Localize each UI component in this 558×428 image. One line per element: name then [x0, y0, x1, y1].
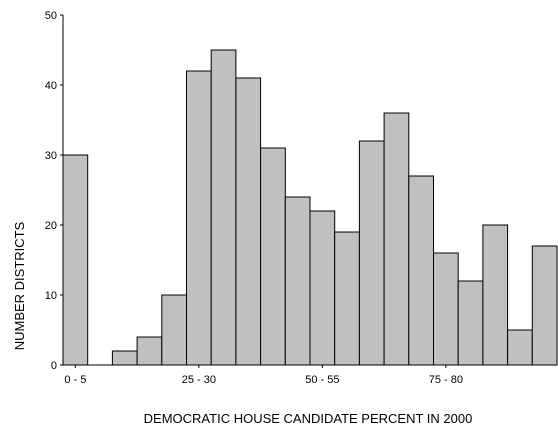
bar-20-25 — [161, 294, 188, 366]
y-axis-title: NUMBER DISTRICTS — [12, 221, 27, 350]
bars — [62, 49, 558, 366]
y-tick-label: 40 — [45, 80, 57, 92]
bar-90-95 — [507, 329, 533, 366]
bar-25-30 — [186, 70, 212, 366]
x-tick-label: 50 - 55 — [305, 374, 339, 386]
bar-45-50 — [284, 196, 311, 366]
bar-70-75 — [408, 175, 434, 366]
bar-10-15 — [111, 350, 138, 366]
x-axis: 0 - 5 25 - 30 50 - 55 75 - 80 — [63, 364, 557, 386]
x-tick-label: 75 - 80 — [429, 374, 463, 386]
y-tick-label: 0 — [51, 360, 57, 372]
bar-35-40 — [235, 77, 262, 366]
bar-15-20 — [136, 336, 163, 366]
bar-75-80 — [433, 252, 459, 366]
bar-80-85 — [457, 280, 484, 366]
y-axis: 0 10 20 30 40 50 — [45, 10, 64, 372]
x-tick-label: 0 - 5 — [64, 374, 86, 386]
bar-30-35 — [210, 49, 237, 366]
bar-95-100 — [531, 245, 558, 366]
y-tick-label: 10 — [45, 290, 57, 302]
bar-65-70 — [383, 112, 410, 366]
x-tick-label: 25 - 30 — [182, 374, 216, 386]
y-tick-label: 50 — [45, 10, 57, 22]
bar-50-55 — [309, 210, 336, 366]
y-tick-label: 20 — [45, 220, 57, 232]
x-axis-title: DEMOCRATIC HOUSE CANDIDATE PERCENT IN 20… — [144, 411, 473, 426]
bar-40-45 — [260, 147, 286, 366]
bar-55-60 — [334, 231, 360, 366]
bar-0-5 — [62, 154, 89, 366]
y-tick-label: 30 — [45, 150, 57, 162]
bar-85-90 — [482, 224, 509, 366]
bar-60-65 — [358, 140, 385, 366]
